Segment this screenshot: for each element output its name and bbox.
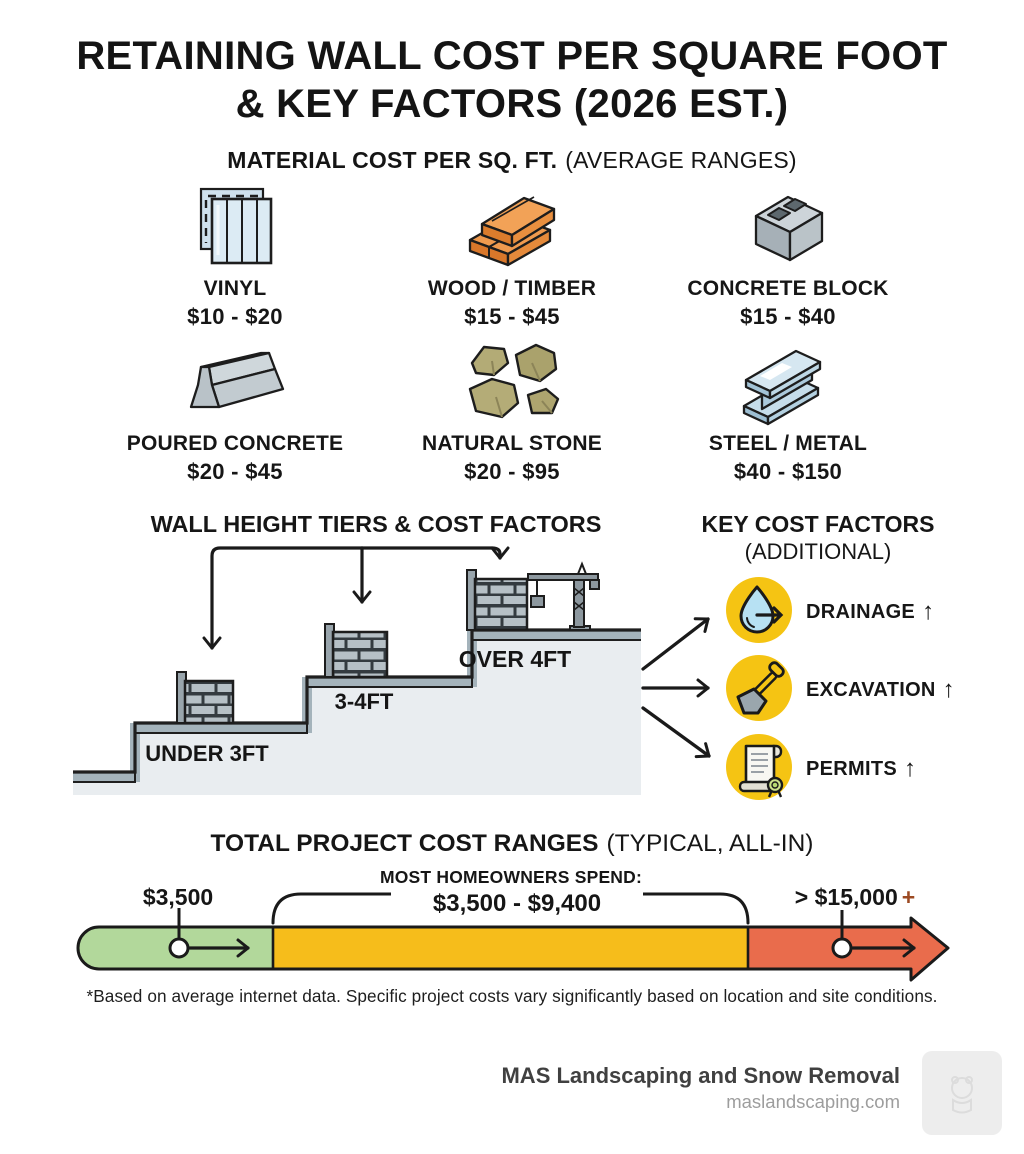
wall-height-diagram: UNDER 3FT 3-4FT OVER 4FT — [73, 540, 643, 795]
cinder-block-icon — [744, 183, 832, 271]
arrow-to-drainage — [641, 617, 710, 671]
concrete-barrier-icon — [179, 338, 291, 426]
factor-text: DRAINAGE — [806, 601, 916, 623]
factor-text: PERMITS — [806, 758, 897, 780]
factor-arrows — [630, 595, 734, 779]
material-card-wood: WOOD / TIMBER $15 - $45 — [362, 183, 662, 330]
brick-wall-3-4ft — [324, 623, 389, 679]
factor-label-drainage: DRAINAGE ↑ — [806, 597, 934, 625]
tier-arrow-left — [202, 546, 364, 650]
factor-label-excavation: EXCAVATION ↑ — [806, 675, 955, 703]
brand-name: MAS Landscaping and Snow Removal — [501, 1063, 900, 1088]
cost-ranges-heading-bold: TOTAL PROJECT COST RANGES — [210, 830, 599, 857]
material-card-concrete-block: CONCRETE BLOCK $15 - $40 — [638, 183, 938, 330]
shovel-icon — [724, 653, 794, 723]
up-arrow-icon: ↑ — [922, 598, 935, 625]
material-card-poured-concrete: POURED CONCRETE $20 - $45 — [85, 338, 385, 485]
materials-heading-bold: MATERIAL COST PER SQ. FT. — [227, 147, 558, 173]
material-name: CONCRETE BLOCK — [687, 277, 889, 300]
up-arrow-icon: ↑ — [942, 676, 955, 703]
tier-label-3-4ft: 3-4FT — [335, 689, 394, 714]
brand-logo — [922, 1051, 1002, 1135]
material-name: POURED CONCRETE — [126, 432, 344, 455]
material-name: WOOD / TIMBER — [427, 277, 597, 300]
footnote: *Based on average internet data. Specifi… — [86, 986, 938, 1006]
page-title: RETAINING WALL COST PER SQUARE FOOT & KE… — [0, 32, 1024, 128]
spend-bracket — [271, 892, 750, 925]
key-factors-heading-sub: (ADDITIONAL) — [744, 539, 892, 564]
stones-icon — [462, 338, 562, 426]
marker-min — [168, 937, 190, 959]
marker-max — [831, 937, 853, 959]
brick-wall-over-4ft — [466, 569, 529, 632]
material-price: $10 - $20 — [187, 304, 283, 329]
tier-label-over-4ft: OVER 4FT — [459, 646, 571, 672]
key-factors-heading-main: KEY COST FACTORS — [701, 511, 935, 537]
bar-min-label: $3,500 — [142, 884, 214, 910]
terrain-fill — [73, 630, 641, 795]
bar-max-label: > $15,000 + — [770, 884, 940, 911]
tier-arrow-right — [360, 546, 510, 560]
lumber-stack-icon — [460, 183, 564, 271]
factor-text: EXCAVATION — [806, 679, 936, 701]
cost-ranges-heading: TOTAL PROJECT COST RANGES (TYPICAL, ALL-I… — [0, 830, 1024, 858]
cost-ranges-heading-light: (TYPICAL, ALL-IN) — [606, 830, 814, 857]
bar-segment-mid — [273, 927, 748, 969]
material-card-vinyl: VINYL $10 - $20 — [85, 183, 385, 330]
material-price: $40 - $150 — [733, 459, 843, 484]
wall-tiers-heading: WALL HEIGHT TIERS & COST FACTORS — [150, 511, 602, 537]
material-name: NATURAL STONE — [422, 432, 602, 455]
materials-section-heading: MATERIAL COST PER SQ. FT. (AVERAGE RANGES… — [0, 147, 1024, 174]
brick-wall-under-3ft — [176, 671, 235, 725]
steel-i-beam-icon — [738, 338, 838, 426]
bar-max-plus: + — [901, 884, 916, 910]
page-title-line2: & KEY FACTORS (2026 EST.) — [235, 82, 789, 126]
water-drop-icon — [724, 575, 794, 645]
vinyl-panels-icon — [191, 183, 279, 271]
material-card-natural-stone: NATURAL STONE $20 - $95 — [362, 338, 662, 485]
crane-icon — [527, 561, 600, 631]
materials-heading-light: (AVERAGE RANGES) — [565, 147, 797, 173]
factor-label-permits: PERMITS ↑ — [806, 754, 916, 782]
permit-scroll-icon — [724, 732, 794, 802]
material-price: $20 - $95 — [464, 459, 560, 484]
material-card-steel: STEEL / METAL $40 - $150 — [638, 338, 938, 485]
up-arrow-icon: ↑ — [904, 755, 917, 782]
page-title-line1: RETAINING WALL COST PER SQUARE FOOT — [76, 34, 948, 78]
arrow-to-permits — [641, 706, 711, 759]
material-name: STEEL / METAL — [708, 432, 868, 455]
material-price: $20 - $45 — [187, 459, 283, 484]
brand-website: maslandscaping.com — [726, 1091, 900, 1112]
key-factors-heading: KEY COST FACTORS (ADDITIONAL) — [640, 511, 996, 565]
material-name: VINYL — [203, 277, 267, 300]
material-price: $15 - $40 — [740, 304, 836, 329]
tier-label-under-3ft: UNDER 3FT — [145, 741, 269, 766]
bracket-title: MOST HOMEOWNERS SPEND: — [379, 867, 643, 887]
material-price: $15 - $45 — [464, 304, 560, 329]
bracket-range: $3,500 - $9,400 — [391, 890, 643, 918]
bar-max-text: > $15,000 — [794, 884, 898, 910]
cost-range-bar — [60, 865, 960, 990]
